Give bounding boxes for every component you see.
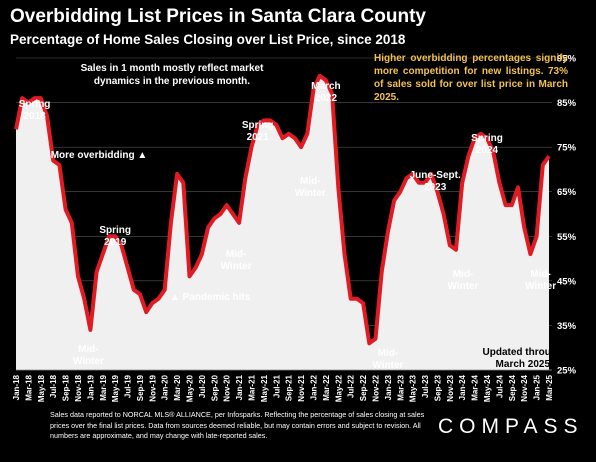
x-tick-label: May-22 (334, 374, 343, 402)
compass-logo: COMPASS (438, 415, 584, 438)
x-tick-label: Jul-19 (124, 374, 133, 398)
chart-subtitle: Percentage of Home Sales Closing over Li… (10, 32, 406, 47)
x-tick-label: Jul-18 (49, 374, 58, 398)
x-tick-label: Jan-21 (235, 374, 244, 400)
annotation-label: Spring 2019 (99, 225, 131, 248)
y-tick-label: 25% (557, 366, 577, 377)
x-tick-label: May-20 (186, 374, 195, 402)
x-tick-label: May-18 (37, 374, 46, 402)
annotation-label: Mid-Winter (295, 176, 326, 199)
x-tick-label: Nov-20 (223, 374, 232, 401)
x-tick-label: May-24 (483, 374, 492, 402)
x-tick-label: Jul-24 (495, 374, 504, 398)
x-tick-label: Jan-19 (86, 374, 95, 400)
area-fill (16, 75, 549, 371)
x-tick-label: Sep-24 (508, 374, 517, 401)
x-tick-label: Sep-20 (210, 374, 219, 401)
x-tick-label: Jul-20 (198, 374, 207, 398)
annotation-label: Spring 2024 (471, 133, 503, 156)
x-tick-label: Jan-20 (161, 374, 170, 400)
x-tick-label: Mar-19 (99, 374, 108, 400)
x-tick-label: Jul-21 (272, 374, 281, 398)
x-tick-label: Mar-25 (545, 374, 554, 400)
annotation-label: Mid-Winter (525, 269, 556, 292)
annotation-label: Spring 2018 (19, 99, 51, 122)
x-tick-label: Nov-19 (148, 374, 157, 401)
y-tick-label: 55% (557, 232, 577, 243)
y-tick-label: 35% (557, 321, 577, 332)
annotation-label: June-Sept. 2023 (410, 170, 461, 193)
annotation-label: Mid-Winter (447, 269, 478, 292)
x-tick-label: Mar-18 (24, 374, 33, 400)
market-note: Sales in 1 month mostly reflect market d… (80, 63, 264, 87)
y-tick-label: 75% (557, 143, 577, 154)
annotation-label: More overbidding ▲ (51, 150, 148, 161)
x-tick-label: Nov-21 (297, 374, 306, 401)
source-footnote: Sales data reported to NORCAL MLS® ALLIA… (50, 410, 425, 440)
x-tick-label: Mar-20 (173, 374, 182, 400)
x-tick-label: Mar-21 (248, 374, 257, 400)
overbidding-callout: Higher overbidding percentages signify m… (374, 53, 568, 103)
x-tick-label: Nov-23 (446, 374, 455, 401)
series-line (14, 73, 551, 346)
x-tick-label: Jan-25 (533, 374, 542, 400)
y-tick-label: 45% (557, 276, 577, 287)
x-tick-label: Sep-18 (62, 374, 71, 401)
x-tick-label: Sep-22 (359, 374, 368, 401)
x-tick-label: Mar-22 (322, 374, 331, 400)
y-tick-label: 65% (557, 187, 577, 198)
annotation-label: Mid-Winter (73, 344, 104, 367)
x-tick-label: Sep-23 (433, 374, 442, 401)
x-tick-label: Mar-23 (396, 374, 405, 400)
x-tick-label: Mar-24 (471, 374, 480, 400)
annotation-label: March 2022 (311, 81, 340, 104)
x-tick-label: Sep-19 (136, 374, 145, 401)
x-tick-label: Jan-22 (310, 374, 319, 400)
x-tick-label: Nov-24 (520, 374, 529, 401)
x-tick-label: Jul-22 (347, 374, 356, 398)
x-tick-label: Nov-18 (74, 374, 83, 401)
annotation-label: Spring 2021 (242, 120, 274, 143)
x-tick-label: Jan-23 (384, 374, 393, 400)
x-tick-label: May-23 (409, 374, 418, 402)
annotation-label: ▲ Pandemic hits (170, 292, 251, 303)
y-tick-label: 85% (557, 98, 577, 109)
chart-title: Overbidding List Prices in Santa Clara C… (10, 6, 426, 27)
x-tick-label: Jan-18 (12, 374, 21, 400)
x-tick-label: May-19 (111, 374, 120, 402)
annotation-label: Mid-Winter (221, 249, 252, 272)
x-tick-label: Jul-23 (421, 374, 430, 398)
x-tick-label: Nov-22 (372, 374, 381, 401)
x-tick-label: May-21 (260, 374, 269, 402)
annotation-label: Updated through March 2025 (483, 347, 564, 370)
x-tick-label: Sep-21 (285, 374, 294, 401)
x-tick-label: Jan-24 (458, 374, 467, 400)
y-tick-label: 95% (557, 54, 577, 65)
annotation-label: Mid-Winter (372, 348, 403, 371)
